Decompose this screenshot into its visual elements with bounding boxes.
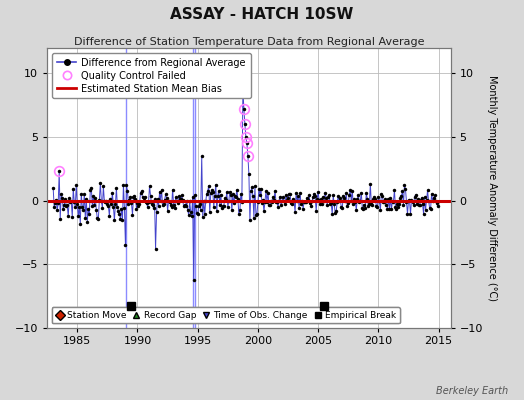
Title: Difference of Station Temperature Data from Regional Average: Difference of Station Temperature Data f… (74, 37, 424, 47)
Text: Berkeley Earth: Berkeley Earth (436, 386, 508, 396)
Text: ASSAY - HATCH 10SW: ASSAY - HATCH 10SW (170, 7, 354, 22)
Y-axis label: Monthly Temperature Anomaly Difference (°C): Monthly Temperature Anomaly Difference (… (487, 75, 497, 301)
Legend: Station Move, Record Gap, Time of Obs. Change, Empirical Break: Station Move, Record Gap, Time of Obs. C… (52, 307, 400, 324)
